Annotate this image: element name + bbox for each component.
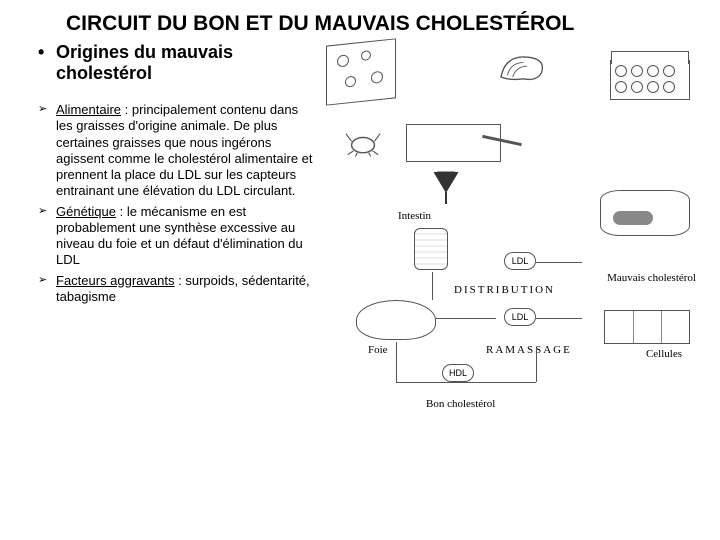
path-line (396, 342, 398, 382)
ldl-badge: LDL (504, 308, 536, 326)
arrow-down-icon (426, 170, 466, 211)
bullet-label: Alimentaire (56, 102, 121, 117)
label-ramassage: RAMASSAGE (486, 344, 572, 356)
bullet-genetique: Génétique : le mécanisme en est probable… (38, 204, 318, 269)
crab-icon (344, 128, 382, 156)
bullet-label: Génétique (56, 204, 116, 219)
foie-icon (356, 300, 436, 340)
slide: CIRCUIT DU BON ET DU MAUVAIS CHOLESTÉROL… (0, 0, 720, 540)
path-line (432, 272, 434, 300)
label-distribution: DISTRIBUTION (454, 284, 555, 296)
hdl-badge: HDL (442, 364, 474, 382)
intestin-icon (414, 228, 448, 270)
slide-title: CIRCUIT DU BON ET DU MAUVAIS CHOLESTÉROL (38, 12, 696, 36)
egg-carton-icon (610, 60, 690, 100)
label-foie: Foie (368, 344, 388, 356)
path-line (536, 262, 582, 263)
diagram-column: Intestin Artère Foie Cellules LDL LDL HD… (326, 42, 696, 528)
bullet-alimentaire: Alimentaire : principalement contenu dan… (38, 102, 318, 200)
label-mauvais: Mauvais cholestérol (607, 272, 696, 284)
text-column: Origines du mauvais cholestérol Alimenta… (38, 42, 318, 528)
cheese-icon (326, 38, 396, 105)
path-line (436, 318, 496, 319)
section-heading: Origines du mauvais cholestérol (38, 42, 318, 84)
ldl-badge: LDL (504, 252, 536, 270)
path-line (396, 382, 536, 383)
butter-icon (406, 124, 501, 162)
label-intestin: Intestin (398, 210, 431, 222)
label-bon: Bon cholestérol (426, 398, 495, 410)
path-line (536, 348, 538, 382)
content-row: Origines du mauvais cholestérol Alimenta… (38, 42, 696, 528)
path-line (536, 318, 582, 319)
label-cellules: Cellules (646, 348, 682, 360)
bullet-label: Facteurs aggravants (56, 273, 175, 288)
artere-icon (600, 190, 690, 236)
cellules-icon (604, 310, 690, 344)
bullet-facteurs: Facteurs aggravants : surpoids, sédentar… (38, 273, 318, 306)
cholesterol-diagram: Intestin Artère Foie Cellules LDL LDL HD… (326, 42, 696, 528)
shrimp-icon (496, 50, 551, 86)
